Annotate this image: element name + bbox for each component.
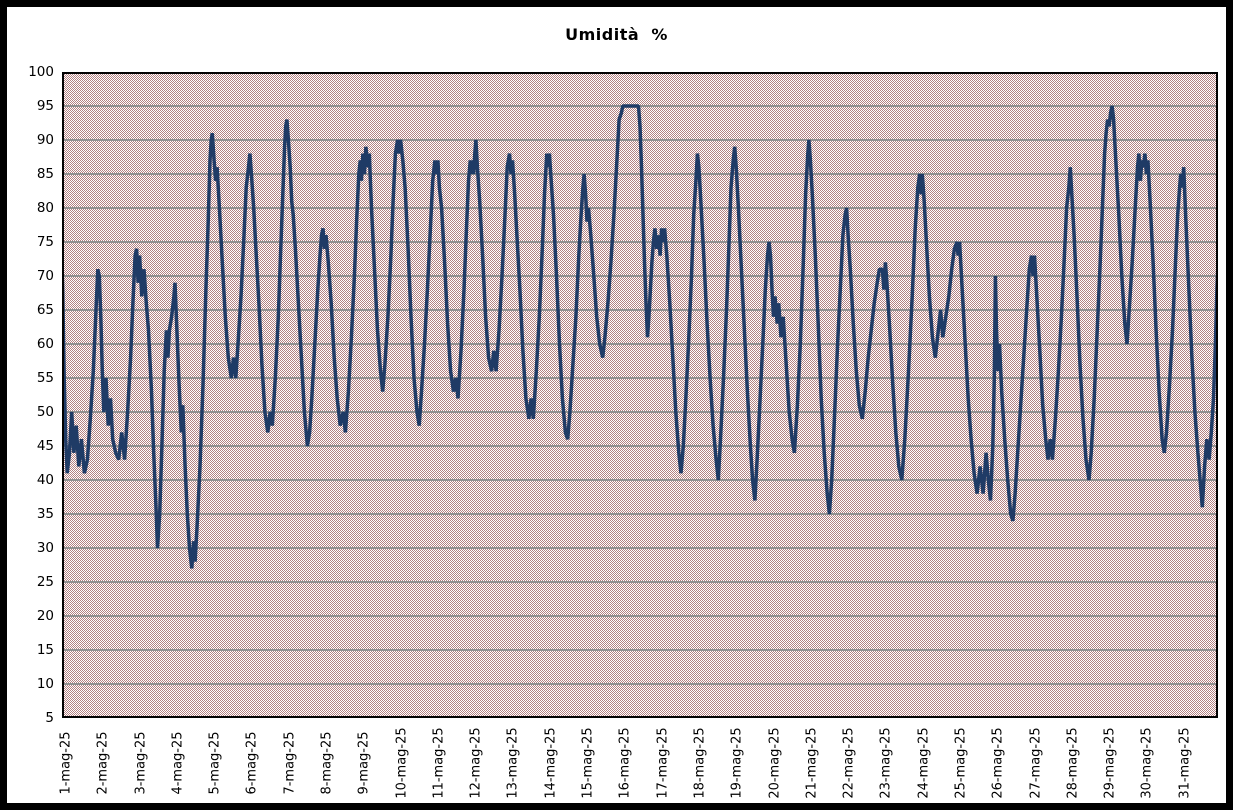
y-axis-label: 80 (36, 200, 54, 216)
x-axis-label: 14-mag-25 (543, 727, 559, 799)
y-axis-label: 25 (36, 574, 54, 590)
y-axis-label: 10 (36, 676, 54, 692)
x-axis-label: 8-mag-25 (319, 731, 335, 795)
x-axis-label: 17-mag-25 (655, 727, 671, 799)
x-axis-label: 27-mag-25 (1028, 727, 1044, 799)
plot-area (62, 72, 1218, 718)
x-axis-label: 20-mag-25 (767, 727, 783, 799)
y-axis-label: 55 (36, 370, 54, 386)
y-axis-label: 60 (36, 336, 54, 352)
y-axis-label: 35 (36, 506, 54, 522)
humidity-series-line (62, 104, 1218, 569)
x-axis-label: 13-mag-25 (505, 727, 521, 799)
x-axis-label: 2-mag-25 (95, 731, 111, 795)
x-axis-label: 11-mag-25 (431, 727, 447, 799)
y-axis-label: 90 (36, 132, 54, 148)
y-axis-label: 70 (36, 268, 54, 284)
x-axis-label: 25-mag-25 (953, 727, 969, 799)
x-axis-label: 15-mag-25 (580, 727, 596, 799)
x-axis-label: 30-mag-25 (1139, 727, 1155, 799)
x-axis-label: 29-mag-25 (1102, 727, 1118, 799)
x-axis-label: 23-mag-25 (878, 727, 894, 799)
x-axis-label: 6-mag-25 (244, 731, 260, 795)
x-axis-label: 19-mag-25 (729, 727, 745, 799)
y-axis-label: 20 (36, 608, 54, 624)
plot-background (62, 72, 1218, 718)
x-axis-label: 18-mag-25 (692, 727, 708, 799)
chart-title: Umidità % (565, 25, 668, 44)
y-axis-label: 40 (36, 472, 54, 488)
y-axis-label: 50 (36, 404, 54, 420)
x-axis-label: 26-mag-25 (990, 727, 1006, 799)
x-axis-label: 5-mag-25 (207, 731, 223, 795)
y-axis-label: 30 (36, 540, 54, 556)
y-axis-label: 85 (36, 166, 54, 182)
x-axis-label: 12-mag-25 (468, 727, 484, 799)
x-axis-label: 3-mag-25 (133, 731, 149, 795)
y-axis-label: 95 (36, 98, 54, 114)
y-axis-label: 5 (45, 710, 54, 726)
y-axis-label: 45 (36, 438, 54, 454)
x-axis-label: 7-mag-25 (282, 731, 298, 795)
x-axis-label: 4-mag-25 (170, 731, 186, 795)
x-axis-label: 24-mag-25 (916, 727, 932, 799)
x-axis-label: 16-mag-25 (617, 727, 633, 799)
x-axis-label: 28-mag-25 (1065, 727, 1081, 799)
y-axis-label: 65 (36, 302, 54, 318)
plot-border (62, 72, 1218, 718)
x-axis-label: 31-mag-25 (1177, 727, 1193, 799)
x-axis-label: 9-mag-25 (356, 731, 372, 795)
x-axis-label: 21-mag-25 (804, 727, 820, 799)
x-axis-label: 22-mag-25 (841, 727, 857, 799)
x-axis-label: 10-mag-25 (394, 727, 410, 799)
y-axis-label: 75 (36, 234, 54, 250)
y-axis-label: 100 (28, 64, 54, 80)
x-axis-label: 1-mag-25 (58, 731, 74, 795)
y-axis-label: 15 (36, 642, 54, 658)
